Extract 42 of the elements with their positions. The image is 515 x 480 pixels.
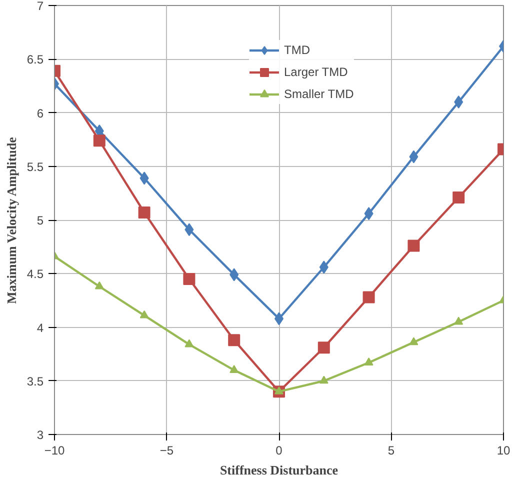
y-tick-label: 5.5 xyxy=(26,160,44,174)
point xyxy=(140,172,149,185)
point xyxy=(319,260,328,274)
point xyxy=(184,339,194,348)
point xyxy=(138,206,150,218)
y-tick-label: 3 xyxy=(36,428,44,442)
y-tick-label: 6 xyxy=(36,106,44,120)
x-tick-label: 0 xyxy=(276,444,283,458)
x-tick-label: 5 xyxy=(388,444,395,458)
point xyxy=(364,207,374,220)
point xyxy=(94,281,104,290)
point xyxy=(140,310,149,318)
legend-label: Smaller TMD xyxy=(284,87,354,101)
point xyxy=(452,191,465,204)
point xyxy=(319,376,328,384)
y-tick-label: 7 xyxy=(36,0,44,13)
point xyxy=(362,291,375,304)
y-tick-label: 5 xyxy=(36,214,44,228)
point xyxy=(93,134,106,147)
y-axis-title: Maximum Velocity Amplitude xyxy=(4,136,19,304)
legend-label: Larger TMD xyxy=(284,65,348,79)
x-axis-title: Stiffness Disturbance xyxy=(220,462,338,478)
point xyxy=(228,334,240,346)
point xyxy=(230,268,239,282)
point xyxy=(364,358,374,366)
y-tick-label: 4.5 xyxy=(26,267,44,282)
point xyxy=(409,150,418,164)
point xyxy=(409,337,418,346)
point xyxy=(184,223,194,236)
x-tick-label: −5 xyxy=(160,444,174,458)
point xyxy=(230,365,239,373)
point xyxy=(318,342,330,354)
y-tick-label: 3.5 xyxy=(26,374,44,388)
y-tick-label: 6.5 xyxy=(26,52,44,67)
y-tick-label: 4 xyxy=(36,320,44,335)
point xyxy=(408,240,420,252)
point xyxy=(183,272,196,285)
point xyxy=(454,96,464,109)
x-tick-label: 10 xyxy=(496,444,510,458)
point xyxy=(454,316,464,325)
legend-label: TMD xyxy=(284,43,310,57)
x-tick-label: −10 xyxy=(44,444,66,458)
